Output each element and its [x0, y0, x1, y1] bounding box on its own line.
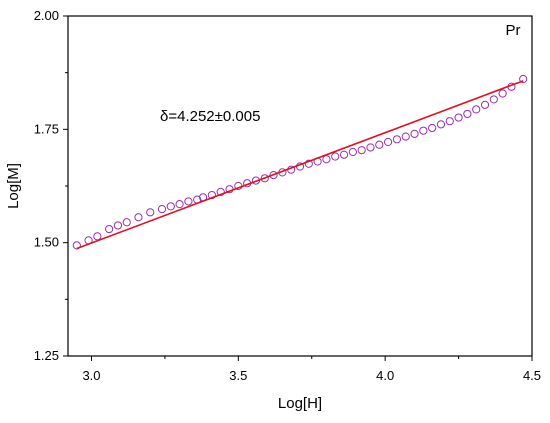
fit-line-group	[76, 80, 524, 250]
data-point	[428, 123, 437, 133]
y-axis-title: Log[M]	[5, 163, 22, 209]
data-point	[207, 190, 216, 200]
data-point	[384, 137, 393, 147]
data-point	[480, 100, 490, 109]
data-point	[392, 135, 402, 144]
data-point	[93, 232, 102, 241]
data-point	[489, 95, 498, 104]
data-point	[322, 155, 331, 164]
data-point	[366, 143, 375, 152]
data-point	[348, 147, 357, 157]
data-point	[134, 213, 143, 222]
data-point	[269, 171, 278, 180]
data-point	[436, 120, 446, 129]
data-point	[375, 140, 384, 149]
data-point	[410, 129, 419, 138]
data-point	[419, 126, 428, 135]
y-tick-label: 1.75	[34, 121, 59, 136]
data-point	[331, 152, 340, 161]
data-point	[454, 113, 463, 122]
x-tick-label: 4.0	[376, 368, 394, 383]
data-point	[304, 159, 313, 168]
data-point	[472, 105, 481, 114]
x-axis-ticks: 3.0 3.5 4.0 4.5	[82, 356, 541, 383]
data-point	[105, 224, 114, 234]
data-point	[401, 132, 410, 141]
data-point	[122, 218, 131, 227]
data-point	[157, 205, 167, 214]
data-point	[175, 200, 184, 209]
data-point	[498, 89, 507, 98]
x-tick-label: 3.5	[229, 368, 247, 383]
data-point	[445, 117, 454, 126]
data-point	[463, 109, 472, 119]
data-point	[184, 197, 193, 206]
x-tick-label: 3.0	[82, 368, 100, 383]
data-point	[260, 174, 269, 183]
plot-frame	[67, 15, 533, 357]
panel-label: Pr	[506, 22, 521, 39]
y-axis-ticks: 1.25 1.50 1.75 2.00	[34, 8, 68, 363]
x-tick-label: 4.5	[523, 368, 541, 383]
y-tick-label: 1.25	[34, 348, 59, 363]
data-point	[166, 202, 175, 211]
data-point	[216, 187, 225, 196]
data-point	[339, 150, 349, 159]
data-point	[146, 208, 155, 217]
fit-line	[76, 80, 524, 250]
x-axis-title: Log[H]	[278, 395, 322, 412]
y-tick-label: 1.50	[34, 235, 59, 250]
data-point	[519, 74, 528, 84]
data-point	[113, 221, 123, 230]
data-points	[72, 74, 528, 250]
y-tick-label: 2.00	[34, 8, 59, 23]
delta-annotation: δ=4.252±0.005	[160, 108, 260, 125]
data-point	[72, 241, 81, 250]
data-point	[357, 146, 366, 155]
